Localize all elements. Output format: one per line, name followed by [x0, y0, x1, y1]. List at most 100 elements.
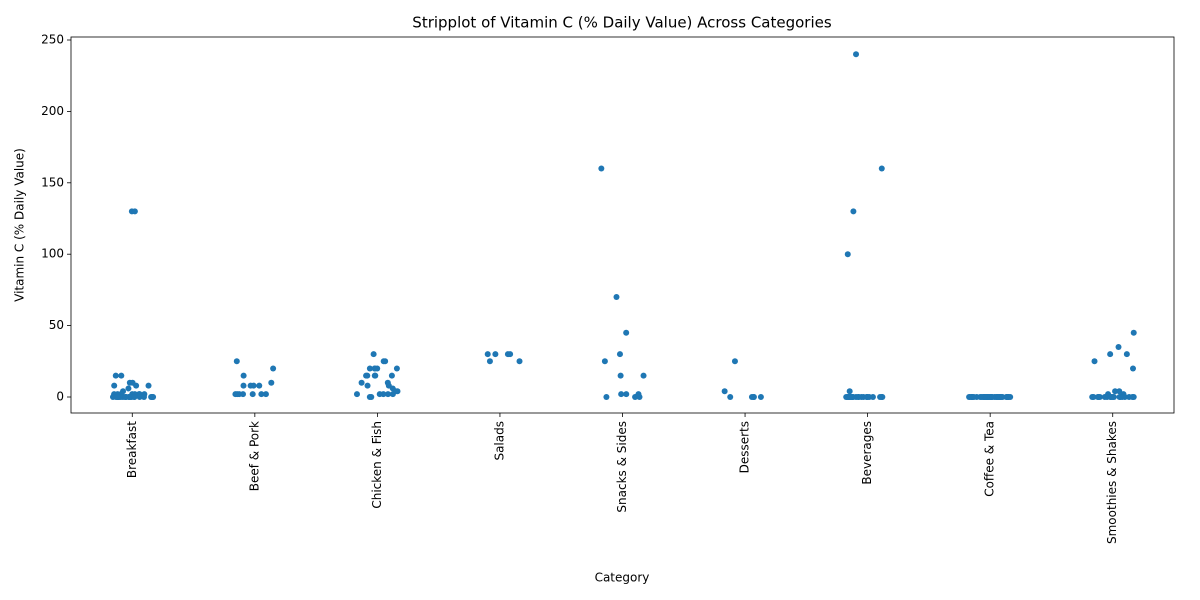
- x-tick-label: Beef & Pork: [247, 421, 261, 491]
- point: [268, 379, 275, 386]
- point: [262, 391, 269, 398]
- point: [380, 358, 387, 365]
- point: [516, 358, 523, 365]
- point: [847, 394, 854, 401]
- x-tick-label: Chicken & Fish: [370, 421, 384, 509]
- point: [731, 358, 738, 365]
- point: [757, 394, 764, 401]
- point: [1129, 365, 1136, 372]
- point: [989, 394, 996, 401]
- chart-title: Stripplot of Vitamin C (% Daily Value) A…: [412, 14, 832, 32]
- point: [136, 394, 143, 401]
- point: [376, 391, 383, 398]
- point: [145, 382, 152, 389]
- point: [1004, 394, 1011, 401]
- point: [1123, 351, 1130, 358]
- point: [111, 382, 118, 389]
- y-axis-label: Vitamin C (% Daily Value): [13, 148, 27, 302]
- point: [616, 351, 623, 358]
- point: [601, 358, 608, 365]
- point: [846, 388, 853, 395]
- point: [632, 394, 639, 401]
- point: [140, 394, 147, 401]
- point: [1089, 394, 1096, 401]
- point: [1115, 344, 1122, 351]
- y-tick-label: 200: [41, 104, 64, 118]
- point: [1130, 329, 1137, 336]
- point: [118, 372, 125, 379]
- point: [256, 382, 263, 389]
- point: [388, 372, 395, 379]
- point: [363, 372, 370, 379]
- point: [878, 165, 885, 172]
- point: [1096, 394, 1103, 401]
- point: [358, 379, 365, 386]
- point: [623, 329, 630, 336]
- point: [636, 394, 643, 401]
- point: [114, 394, 121, 401]
- point: [618, 391, 625, 398]
- point: [1116, 388, 1123, 395]
- y-tick-label: 50: [49, 318, 64, 332]
- point: [721, 388, 728, 395]
- point: [150, 394, 157, 401]
- point: [258, 391, 265, 398]
- y-tick-label: 250: [41, 32, 64, 46]
- point: [748, 394, 755, 401]
- x-tick-label: Salads: [492, 421, 506, 461]
- point: [863, 394, 870, 401]
- point: [727, 394, 734, 401]
- point: [484, 351, 491, 358]
- point: [353, 391, 360, 398]
- point: [370, 351, 377, 358]
- point: [247, 382, 254, 389]
- point: [492, 351, 499, 358]
- point: [1112, 388, 1119, 395]
- point: [368, 394, 375, 401]
- point: [371, 372, 378, 379]
- point: [239, 391, 246, 398]
- point: [617, 372, 624, 379]
- point: [623, 391, 630, 398]
- y-tick-label: 0: [56, 390, 64, 404]
- point: [970, 394, 977, 401]
- x-tick-label: Coffee & Tea: [983, 421, 997, 497]
- point: [270, 365, 277, 372]
- point: [844, 251, 851, 258]
- point: [1129, 394, 1136, 401]
- point: [869, 394, 876, 401]
- point: [1101, 394, 1108, 401]
- x-tick-label: Smoothies & Shakes: [1105, 421, 1119, 544]
- point: [385, 391, 392, 398]
- y-tick-label: 100: [41, 247, 64, 261]
- point: [233, 358, 240, 365]
- point: [1117, 394, 1124, 401]
- point: [1110, 394, 1117, 401]
- point: [371, 365, 378, 372]
- x-tick-label: Desserts: [738, 421, 752, 473]
- point: [393, 365, 400, 372]
- point: [603, 394, 610, 401]
- x-tick-label: Breakfast: [125, 421, 139, 478]
- point: [486, 358, 493, 365]
- point: [613, 294, 620, 301]
- point: [232, 391, 239, 398]
- x-tick-label: Snacks & Sides: [615, 421, 629, 513]
- point: [249, 391, 256, 398]
- x-axis-label: Category: [595, 571, 650, 585]
- point: [853, 51, 860, 58]
- point: [366, 365, 373, 372]
- point: [133, 382, 140, 389]
- point: [112, 372, 119, 379]
- point: [240, 372, 247, 379]
- point: [122, 394, 129, 401]
- point: [850, 208, 857, 215]
- x-tick-label: Beverages: [860, 421, 874, 485]
- point: [1091, 358, 1098, 365]
- point: [131, 394, 138, 401]
- point: [131, 208, 138, 215]
- point: [877, 394, 884, 401]
- point: [640, 372, 647, 379]
- plot-frame: [70, 36, 1175, 414]
